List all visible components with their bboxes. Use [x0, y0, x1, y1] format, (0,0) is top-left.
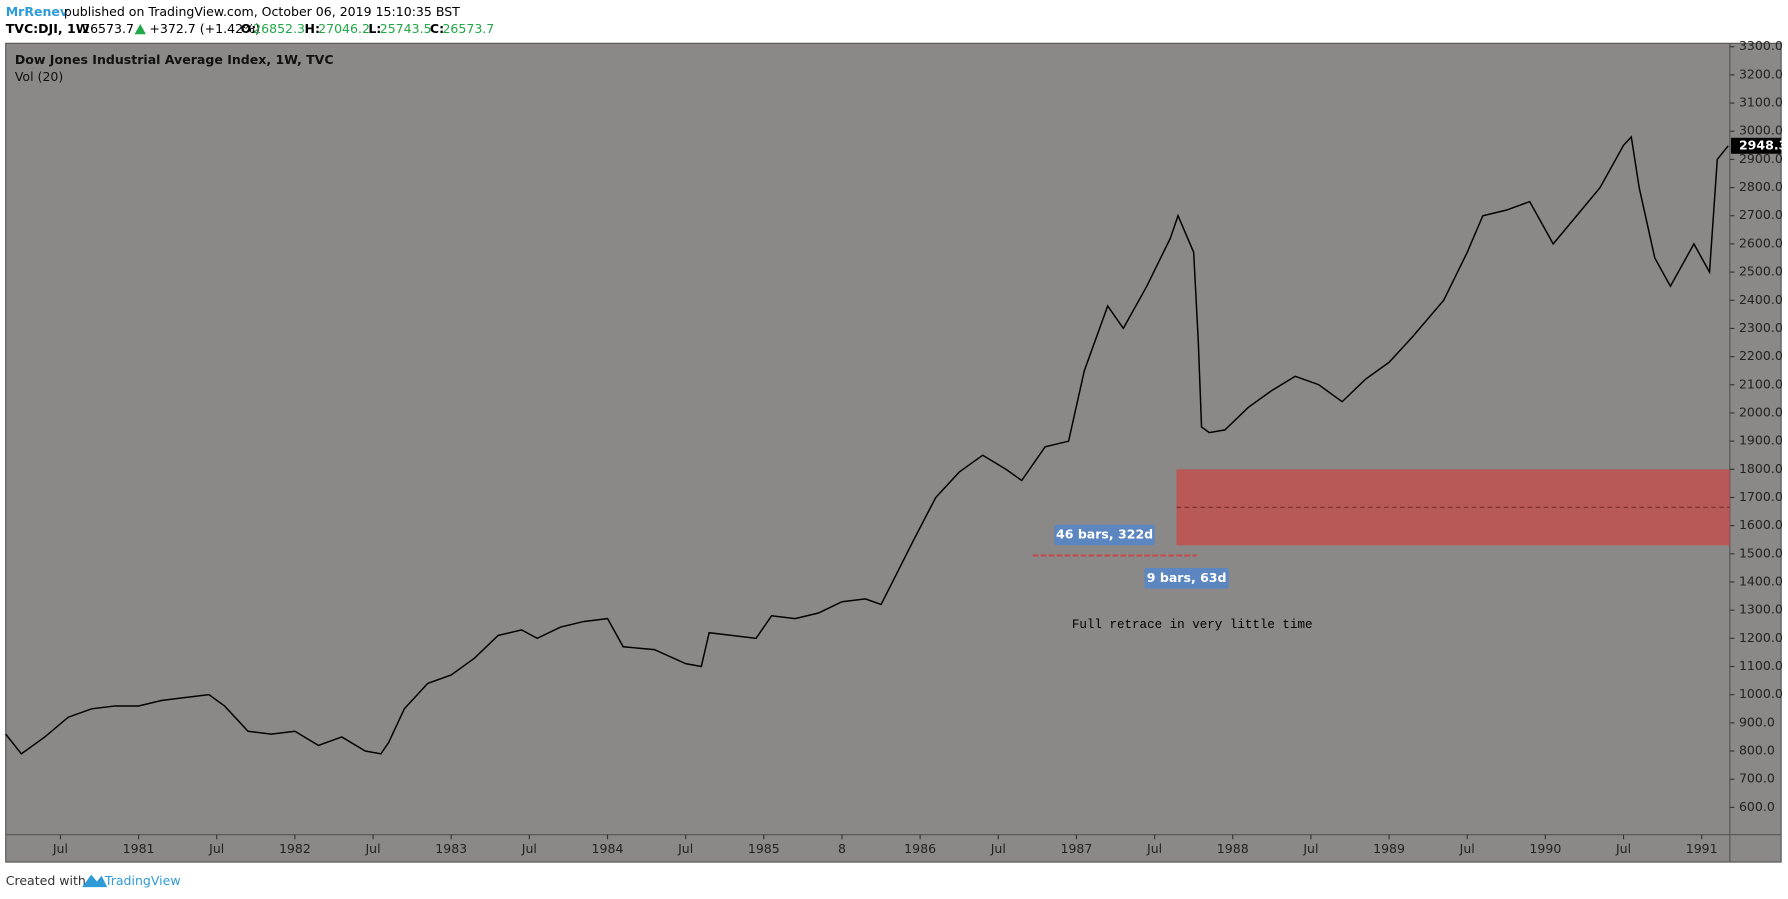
y-tick-label: 2000.0	[1739, 404, 1783, 419]
x-tick-label: Jul	[990, 841, 1006, 856]
y-tick-label: 600.0	[1739, 799, 1775, 814]
x-tick-label: 1988	[1217, 841, 1249, 856]
frame	[5, 42, 1782, 863]
x-tick-label: Jul	[521, 841, 537, 856]
last: 26573.7	[82, 21, 134, 36]
y-tick-label: 2200.0	[1739, 348, 1783, 363]
y-tick-label: 2600.0	[1739, 235, 1783, 250]
y-tick-label: 1900.0	[1739, 433, 1783, 448]
l-label: L:	[368, 21, 381, 36]
y-tick-label: 3200.0	[1739, 66, 1783, 81]
x-tick-label: 1981	[123, 841, 155, 856]
footer-brand[interactable]: TradingView	[104, 873, 181, 888]
y-tick-label: 2300.0	[1739, 320, 1783, 335]
x-tick-label: 8	[838, 841, 846, 856]
x-tick-label: 1986	[904, 841, 936, 856]
x-tick-label: 1985	[748, 841, 780, 856]
y-tick-label: 1700.0	[1739, 489, 1783, 504]
o-label: O:	[241, 21, 257, 36]
y-tick-label: 1600.0	[1739, 517, 1783, 532]
x-tick-label: 1982	[279, 841, 311, 856]
published: published on TradingView.com, October 06…	[64, 4, 460, 19]
footer-created: Created with	[6, 873, 86, 888]
measure-label: 46 bars, 322d	[1056, 526, 1153, 541]
measure-box	[1054, 524, 1155, 546]
y-tick-label: 3100.0	[1739, 95, 1783, 110]
x-tick-label: 1987	[1060, 841, 1092, 856]
x-tick-label: Jul	[1459, 841, 1475, 856]
y-tick-label: 1800.0	[1739, 461, 1783, 476]
x-tick-label: Jul	[52, 841, 68, 856]
time-axis	[5, 834, 1782, 863]
y-tick-label: 2100.0	[1739, 376, 1783, 391]
y-tick-label: 1500.0	[1739, 545, 1783, 560]
y-tick-label: 3000.0	[1739, 123, 1783, 138]
last-price-box	[1730, 137, 1782, 154]
x-tick-label: Jul	[1615, 841, 1631, 856]
x-tick-label: 1991	[1686, 841, 1718, 856]
measure-box	[1144, 568, 1229, 589]
change: +372.7 (+1.42%)	[149, 21, 259, 36]
y-tick-label: 900.0	[1739, 714, 1775, 729]
up-arrow	[134, 23, 146, 35]
y-tick-label: 700.0	[1739, 771, 1775, 786]
tv-logo	[82, 874, 108, 888]
high: 27046.2	[318, 21, 370, 36]
x-tick-label: Jul	[1302, 841, 1318, 856]
x-tick-label: 1984	[592, 841, 624, 856]
h-label: H:	[304, 21, 320, 36]
low: 25743.5	[380, 21, 432, 36]
chart-title: Dow Jones Industrial Average Index, 1W, …	[15, 52, 334, 67]
y-tick-label: 2800.0	[1739, 179, 1783, 194]
plot-area	[5, 43, 1730, 835]
symbol: TVC:DJI, 1W	[6, 21, 90, 36]
y-tick-label: 1000.0	[1739, 686, 1783, 701]
price-line	[5, 135, 1729, 755]
c-label: C:	[430, 21, 444, 36]
measure-label: 9 bars, 63d	[1147, 570, 1227, 585]
x-tick-label: Jul	[364, 841, 380, 856]
y-tick-label: 2700.0	[1739, 207, 1783, 222]
chart-subtitle: Vol (20)	[15, 69, 63, 84]
close: 26573.7	[442, 21, 494, 36]
x-tick-label: Jul	[1146, 841, 1162, 856]
y-tick-label: 1100.0	[1739, 658, 1783, 673]
y-tick-label: 2900.0	[1739, 151, 1783, 166]
last-price: 2948.3	[1739, 137, 1787, 152]
y-tick-label: 2400.0	[1739, 292, 1783, 307]
y-tick-label: 1200.0	[1739, 630, 1783, 645]
open: 26852.3	[253, 21, 305, 36]
x-tick-label: 1983	[435, 841, 467, 856]
annotation: Full retrace in very little time	[1072, 618, 1313, 632]
y-tick-label: 800.0	[1739, 743, 1775, 758]
y-tick-label: 2500.0	[1739, 264, 1783, 279]
x-tick-label: 1989	[1373, 841, 1405, 856]
y-tick-label: 1300.0	[1739, 602, 1783, 617]
x-tick-label: Jul	[208, 841, 224, 856]
x-tick-label: 1990	[1529, 841, 1561, 856]
author[interactable]: MrRenev	[6, 4, 68, 19]
price-axis	[1729, 43, 1782, 835]
x-tick-label: Jul	[677, 841, 693, 856]
y-tick-label: 1400.0	[1739, 573, 1783, 588]
y-tick-label: 3300.0	[1739, 38, 1783, 53]
